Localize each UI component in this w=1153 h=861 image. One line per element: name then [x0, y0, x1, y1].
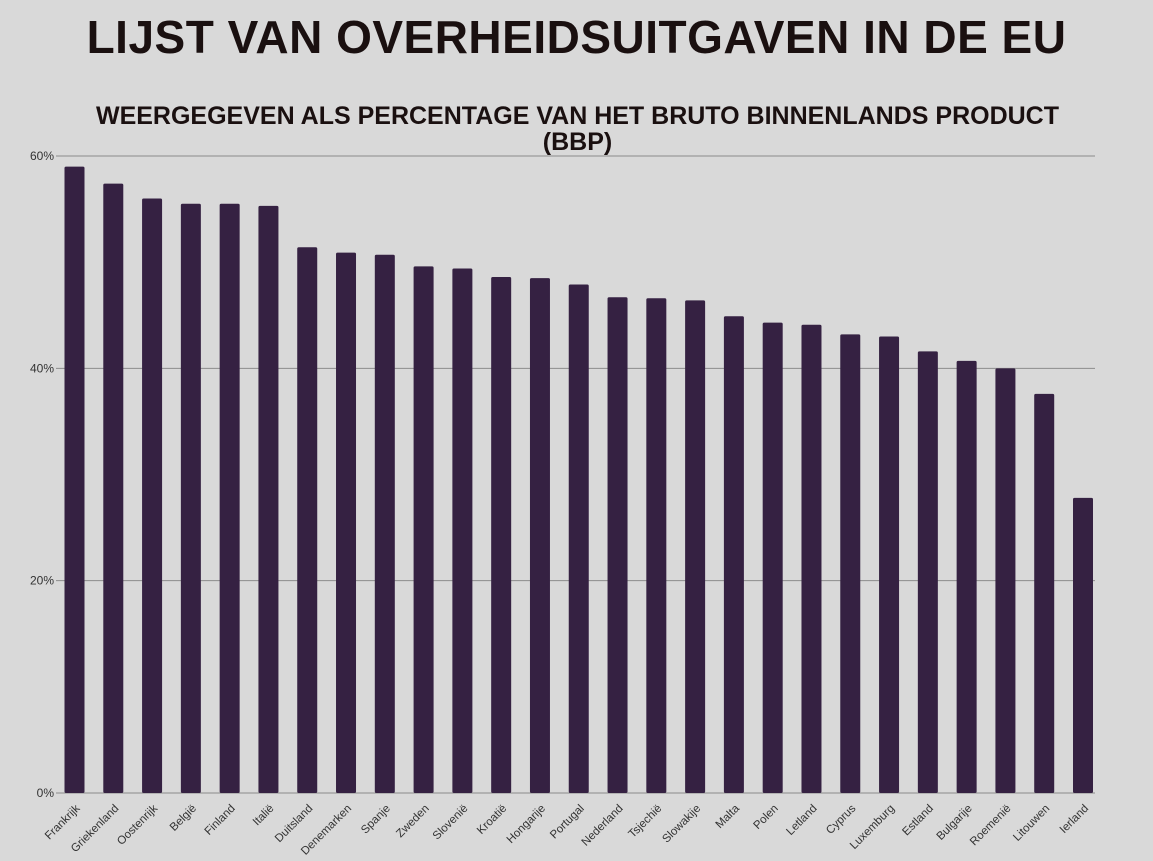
bar [995, 368, 1016, 793]
x-tick-label: Bulgarije [935, 803, 975, 843]
x-tick-label: Slovenië [431, 803, 471, 843]
x-tick-label: Letland [784, 803, 819, 838]
x-tick-label: Finland [203, 803, 238, 838]
x-tick-label: Spanje [359, 803, 393, 837]
x-tick-label: België [168, 803, 199, 834]
x-tick-label: Cyprus [824, 802, 858, 836]
bar [64, 166, 85, 793]
bar [879, 336, 900, 793]
x-tick-label: Kroatië [475, 803, 509, 837]
x-tick-label: Portugal [548, 803, 587, 842]
y-tick-label: 20% [30, 574, 54, 588]
bar [1034, 393, 1055, 793]
bar [956, 360, 977, 793]
bar [491, 277, 512, 793]
x-tick-label: Slowakije [660, 803, 703, 846]
bar [762, 322, 783, 793]
bar [917, 351, 938, 793]
bar [413, 266, 434, 793]
y-tick-label: 60% [30, 149, 54, 163]
x-tick-label: Roemenië [968, 803, 1014, 849]
bar [801, 324, 822, 793]
x-tick-label: Tsjechië [627, 803, 665, 841]
bar [452, 268, 473, 794]
bar [685, 300, 706, 793]
x-tick-label: Polen [752, 803, 781, 832]
x-tick-label: Estland [900, 803, 936, 839]
x-tick-label: Litouwen [1011, 803, 1052, 844]
bar [258, 205, 279, 794]
chart-subtitle: WEERGEGEVEN ALS PERCENTAGE VAN HET BRUTO… [95, 102, 1060, 156]
x-tick-label: Nederland [580, 803, 626, 849]
bar [607, 297, 628, 793]
bar [103, 183, 124, 793]
x-tick-label: Hongarije [505, 803, 548, 846]
chart-title: LIJST VAN OVERHEIDSUITGAVEN IN DE EU [86, 11, 1067, 63]
bar [840, 334, 861, 793]
y-tick-label: 0% [37, 786, 55, 800]
bar [529, 278, 550, 793]
bar [568, 284, 589, 793]
bar [142, 198, 163, 793]
bar [219, 203, 240, 793]
bar [297, 247, 318, 793]
x-tick-label: Ierland [1058, 803, 1091, 836]
bar [646, 298, 667, 793]
bar [180, 203, 201, 793]
bar [1073, 497, 1093, 793]
x-tick-label: Malta [714, 802, 743, 831]
x-tick-label: Italië [251, 803, 277, 829]
x-tick-label: Oostenrijk [115, 802, 160, 847]
bar [374, 254, 395, 794]
y-tick-label: 40% [30, 361, 54, 375]
x-tick-label: Zweden [394, 803, 431, 840]
bars [64, 166, 1093, 794]
bar [723, 316, 744, 793]
x-tick-label: Frankrijk [43, 802, 83, 842]
bar [336, 252, 357, 793]
y-axis: 0% 20% 40% 60% [30, 149, 54, 800]
